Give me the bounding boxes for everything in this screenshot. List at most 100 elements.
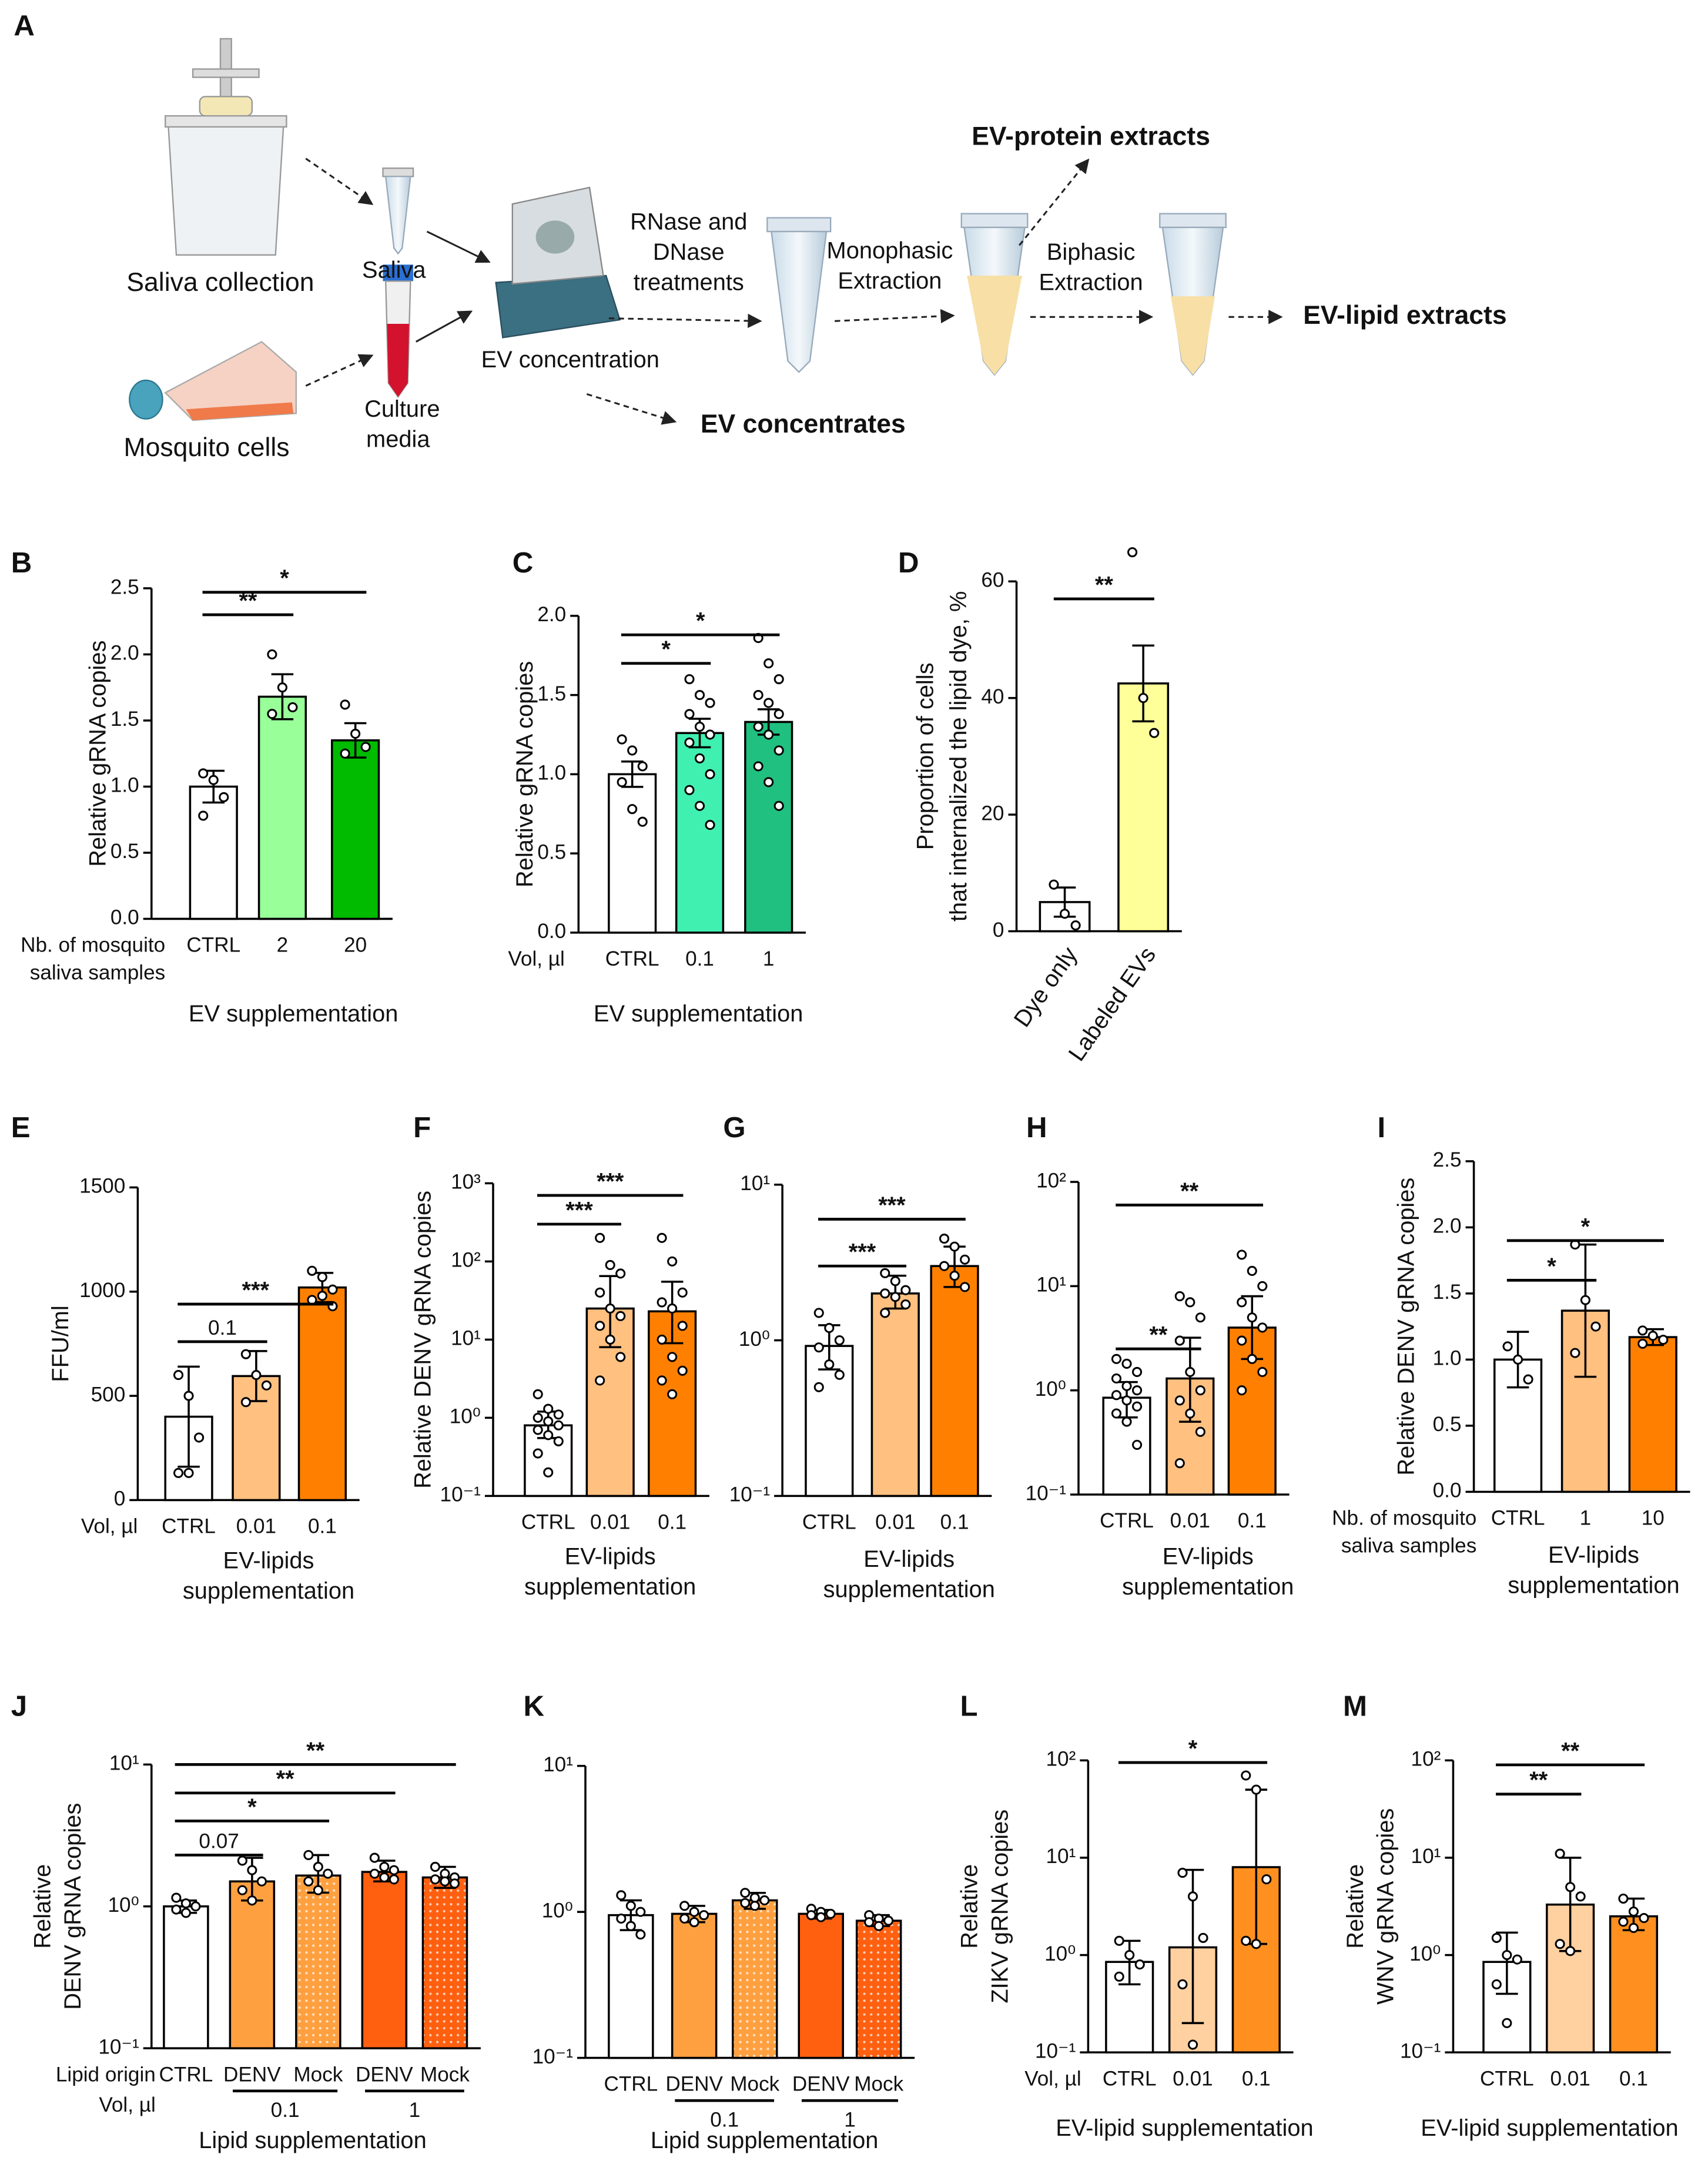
data-point — [389, 1865, 399, 1875]
panel-label: F — [413, 1111, 431, 1144]
error-bar — [178, 1365, 200, 1468]
data-point — [834, 1369, 845, 1380]
data-point — [261, 1380, 272, 1391]
significance-label: *** — [849, 1239, 876, 1265]
data-point — [749, 1892, 760, 1903]
bar — [608, 773, 657, 934]
flask-icon — [129, 341, 297, 421]
data-point — [773, 709, 784, 719]
data-point — [173, 1468, 184, 1478]
y-tick-label: 10⁰ — [1035, 1378, 1066, 1401]
y-tick-label: 10⁰ — [739, 1328, 770, 1351]
data-point — [1070, 920, 1081, 931]
y-tick-label: 0 — [993, 919, 1004, 942]
panel-a: A — [14, 9, 1506, 462]
data-point — [533, 1389, 543, 1399]
label: EV-protein extracts — [972, 122, 1210, 150]
data-point — [960, 1282, 970, 1292]
significance-label: *** — [878, 1192, 906, 1218]
y-tick-label: 10⁻¹ — [533, 2045, 573, 2068]
data-point — [1555, 1848, 1565, 1859]
data-point — [533, 1425, 543, 1435]
data-point — [171, 1904, 182, 1915]
y-axis-label: WNV gRNA copies — [1372, 1808, 1398, 2005]
bar — [671, 1912, 718, 2059]
label: DNase — [653, 239, 725, 265]
data-point — [615, 1352, 626, 1362]
x-tick-label: CTRL — [186, 934, 240, 957]
data-point — [880, 1268, 890, 1278]
data-point — [307, 1265, 317, 1276]
data-point — [171, 1892, 182, 1903]
panel-label: K — [524, 1690, 545, 1722]
data-point — [1251, 1939, 1261, 1949]
data-point — [679, 1913, 690, 1924]
x-tick-label: 1 — [763, 947, 775, 970]
data-point — [1177, 1868, 1188, 1878]
x-axis-label: supplementation — [524, 1574, 696, 1600]
x-tick-label: Mock — [730, 2073, 779, 2096]
error-bar — [1496, 1931, 1518, 1995]
data-point — [657, 1375, 667, 1386]
bar — [870, 1292, 920, 1497]
data-point — [1628, 1906, 1639, 1917]
y-tick-label: 10⁻¹ — [1035, 2039, 1076, 2062]
data-point — [1237, 1297, 1247, 1308]
significance-label: * — [1188, 1736, 1198, 1761]
data-point — [287, 702, 298, 713]
centrifuge-icon — [495, 186, 621, 339]
data-point — [183, 1468, 194, 1478]
data-point — [1647, 1331, 1658, 1341]
panel-label: A — [14, 9, 35, 42]
y-tick-label: 10² — [451, 1249, 481, 1272]
data-point — [939, 1234, 950, 1244]
significance-label: ** — [306, 1738, 324, 1764]
data-point — [705, 769, 715, 779]
data-point — [1131, 1366, 1143, 1378]
data-point — [677, 1287, 688, 1298]
panel-label: G — [723, 1111, 745, 1144]
data-point — [949, 1241, 960, 1252]
y-tick-label: 1.5 — [110, 708, 139, 731]
y-tick-label: 10⁰ — [108, 1894, 139, 1917]
significance-label: 0.1 — [208, 1316, 237, 1339]
data-point — [667, 1352, 678, 1362]
y-tick-label: 1.5 — [1433, 1281, 1462, 1304]
data-point — [1639, 1913, 1649, 1924]
data-point — [430, 1874, 441, 1885]
bar — [732, 1899, 778, 2059]
y-axis-label: Relative DENV gRNA copies — [1394, 1178, 1419, 1476]
data-point — [699, 1910, 709, 1921]
data-point — [694, 753, 705, 763]
y-axis-label: Relative — [1342, 1864, 1368, 1949]
data-point — [900, 1299, 911, 1310]
arrows — [305, 158, 1283, 425]
data-point — [625, 1921, 636, 1931]
y-axis-label: Relative — [30, 1864, 56, 1949]
data-point — [1512, 1954, 1522, 1965]
data-point — [1618, 1893, 1629, 1904]
data-point — [694, 721, 705, 732]
data-point — [1121, 1416, 1132, 1427]
data-point — [759, 1895, 770, 1906]
row-label: Lipid origin — [56, 2063, 156, 2086]
data-point — [194, 1432, 205, 1443]
data-point — [684, 785, 695, 795]
data-point — [369, 1852, 380, 1863]
row-label: Vol, µl — [99, 2093, 155, 2116]
data-point — [684, 709, 695, 719]
data-point — [440, 1876, 450, 1887]
data-point — [824, 1323, 835, 1334]
data-point — [1237, 1249, 1247, 1260]
data-point — [595, 1321, 605, 1331]
significance-label: ** — [1529, 1767, 1548, 1793]
error-bar — [621, 760, 644, 788]
y-tick-label: 10² — [1411, 1748, 1441, 1771]
data-point — [1251, 1784, 1261, 1795]
data-point — [240, 1349, 251, 1359]
panel-label: I — [1378, 1111, 1386, 1144]
data-point — [617, 777, 627, 788]
data-point — [684, 737, 695, 748]
panel-label: H — [1026, 1111, 1047, 1144]
data-point — [1185, 1366, 1195, 1378]
